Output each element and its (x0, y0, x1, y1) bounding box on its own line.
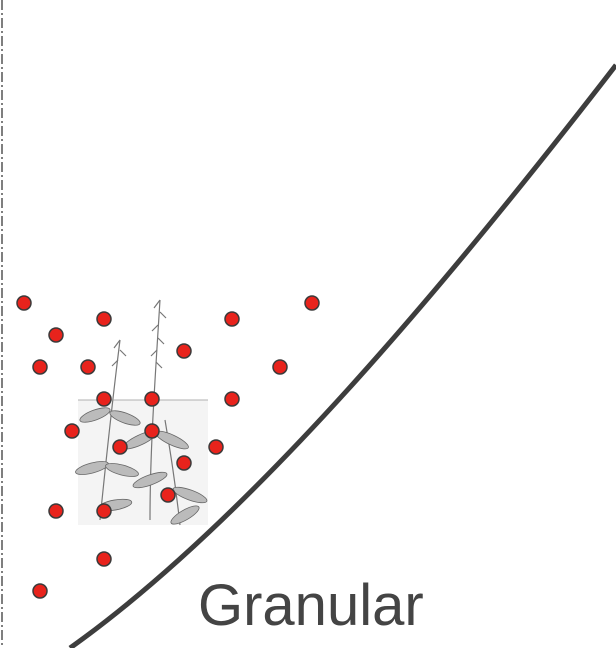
diagram: Granular (0, 0, 616, 648)
particle (145, 392, 159, 406)
particle (65, 424, 79, 438)
particle (81, 360, 95, 374)
particle (225, 392, 239, 406)
particle (161, 488, 175, 502)
particle (17, 296, 31, 310)
particle (145, 424, 159, 438)
particle (33, 584, 47, 598)
particle (97, 392, 111, 406)
particle (113, 440, 127, 454)
particle (177, 456, 191, 470)
plant-illustration (74, 300, 208, 527)
particle (97, 312, 111, 326)
particle (49, 504, 63, 518)
particle (273, 360, 287, 374)
boundary-curve (70, 65, 616, 648)
particle (209, 440, 223, 454)
particle (177, 344, 191, 358)
particle (97, 504, 111, 518)
particle (49, 328, 63, 342)
particle (97, 552, 111, 566)
particle (33, 360, 47, 374)
region-label: Granular (198, 573, 424, 638)
particle (305, 296, 319, 310)
page: {"label": "Granular"} (0, 0, 616, 648)
particle (225, 312, 239, 326)
